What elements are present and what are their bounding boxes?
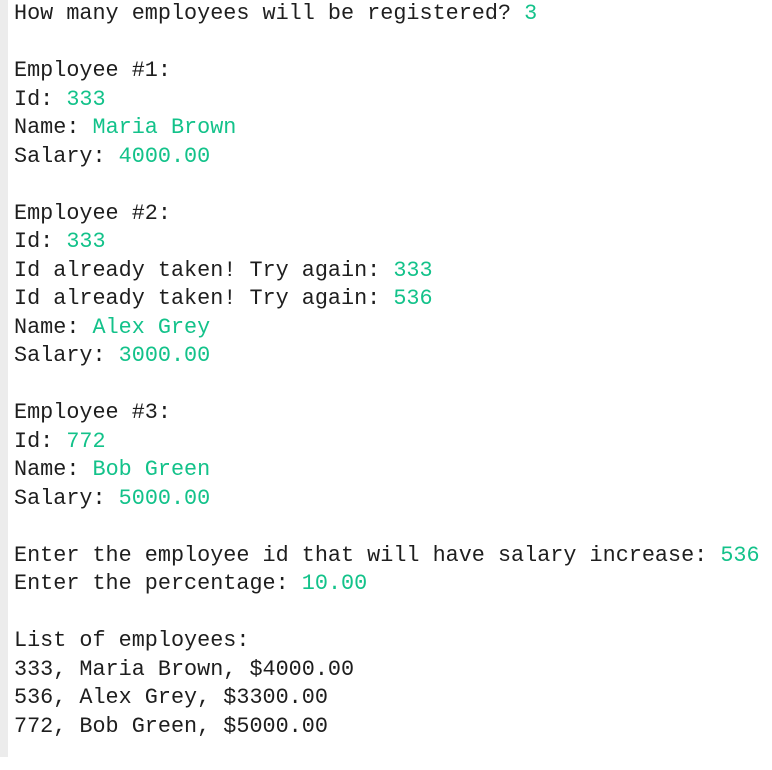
console-output: How many employees will be registered? 3… xyxy=(14,0,760,770)
prompt-text: Name: xyxy=(14,115,93,140)
console-line: Id: 333 xyxy=(14,228,760,257)
console-line: Enter the percentage: 10.00 xyxy=(14,570,760,599)
prompt-text: Enter the percentage: xyxy=(14,571,302,596)
console-line: Employee #1: xyxy=(14,57,760,86)
user-input: Alex Grey xyxy=(92,314,211,340)
user-input: Maria Brown xyxy=(92,115,237,140)
console-line: Name: Alex Grey xyxy=(14,314,760,343)
output-block: Employee #3: Id: 772 Name: Bob Green Salary… xyxy=(14,399,760,513)
user-input: 10.00 xyxy=(301,571,368,596)
console-line: Salary: 4000.00 xyxy=(14,143,760,172)
output-block: Enter the employee id that will have sal… xyxy=(14,542,760,599)
output-block: Employee #2: Id: 333 Id already taken! Try… xyxy=(14,200,760,371)
console-line: Id: 333 xyxy=(14,86,760,115)
console-line: Name: Maria Brown xyxy=(14,114,760,143)
prompt-text: 536, Alex Grey, $3300.00 xyxy=(14,685,328,710)
prompt-text: Name: xyxy=(14,314,93,340)
editor-gutter xyxy=(0,0,8,757)
console-line: Id: 772 xyxy=(14,428,760,457)
prompt-text: Employee #2: xyxy=(14,200,171,226)
prompt-text: 772, Bob Green, $5000.00 xyxy=(14,713,328,739)
user-input: 536 xyxy=(393,286,433,311)
console-line: Salary: 5000.00 xyxy=(14,485,760,514)
prompt-text: Name: xyxy=(14,457,93,482)
user-input: 5000.00 xyxy=(118,485,211,511)
console-line: Id already taken! Try again: 333 xyxy=(14,257,760,286)
output-block: How many employees will be registered? 3 xyxy=(14,0,760,29)
prompt-text: Enter the employee id that will have sal… xyxy=(14,542,721,568)
console-line: Id already taken! Try again: 536 xyxy=(14,285,760,314)
user-input: 333 xyxy=(66,86,106,112)
prompt-text: Salary: xyxy=(14,343,119,368)
console-line: Name: Bob Green xyxy=(14,456,760,485)
user-input: 3000.00 xyxy=(118,343,211,368)
console-line: Salary: 3000.00 xyxy=(14,342,760,371)
console-line: Employee #3: xyxy=(14,399,760,428)
user-input: 333 xyxy=(66,229,106,254)
prompt-text: Id already taken! Try again: xyxy=(14,286,394,311)
user-input: 3 xyxy=(524,1,538,26)
user-input: 772 xyxy=(66,428,106,454)
console-line: 536, Alex Grey, $3300.00 xyxy=(14,684,760,713)
prompt-text: Id: xyxy=(14,86,67,112)
output-block: List of employees: 333, Maria Brown, $400… xyxy=(14,627,760,741)
prompt-text: Salary: xyxy=(14,143,119,169)
console-line: How many employees will be registered? 3 xyxy=(14,0,760,29)
console-line: Enter the employee id that will have sal… xyxy=(14,542,760,571)
prompt-text: Id: xyxy=(14,428,67,454)
user-input: 333 xyxy=(393,257,433,283)
prompt-text: 333, Maria Brown, $4000.00 xyxy=(14,656,355,682)
console-line: List of employees: xyxy=(14,627,760,656)
console-line: 333, Maria Brown, $4000.00 xyxy=(14,656,760,685)
console-line: Employee #2: xyxy=(14,200,760,229)
user-input: Bob Green xyxy=(92,457,211,482)
user-input: 4000.00 xyxy=(118,143,211,169)
prompt-text: Employee #3: xyxy=(14,400,171,425)
prompt-text: Employee #1: xyxy=(14,58,171,83)
prompt-text: Id: xyxy=(14,229,67,254)
prompt-text: List of employees: xyxy=(14,628,250,653)
console-line: 772, Bob Green, $5000.00 xyxy=(14,713,760,742)
output-block: Employee #1: Id: 333 Name: Maria Brown Sala… xyxy=(14,57,760,171)
prompt-text: How many employees will be registered? xyxy=(14,1,525,26)
prompt-text: Id already taken! Try again: xyxy=(14,257,394,283)
prompt-text: Salary: xyxy=(14,485,119,511)
user-input: 536 xyxy=(720,542,760,568)
